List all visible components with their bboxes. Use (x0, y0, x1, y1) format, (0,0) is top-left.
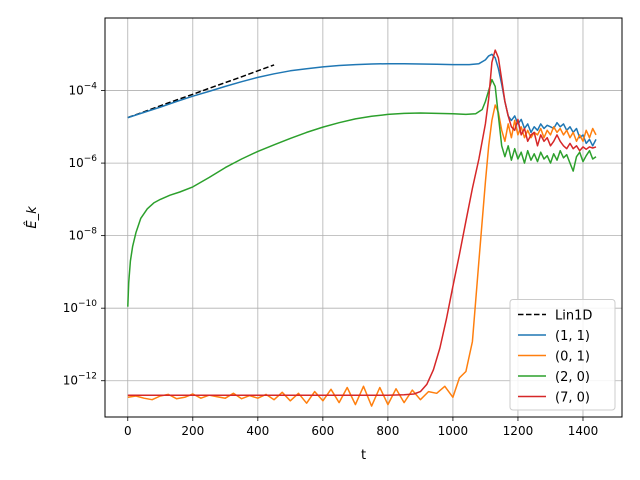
y-tick-label: 10−8 (68, 227, 97, 243)
legend-box (509, 299, 616, 411)
series-line-4 (127, 49, 597, 396)
legend-label: Lin1D (555, 309, 592, 324)
legend-label: (1, 1) (555, 329, 590, 344)
x-tick-label: 600 (311, 424, 334, 438)
legend: Lin1D (1, 1) (0, 1) (2, 0) (7, 0) (509, 299, 616, 411)
x-tick-label: 0 (124, 424, 132, 438)
y-axis-ticks: 10−12 10−10 10−8 10−6 10−4 (63, 82, 105, 388)
x-axis-ticks: 0 200 400 600 800 1000 1200 1400 (124, 417, 598, 438)
x-axis-label: t (361, 448, 366, 463)
y-axis-label: Ê_k (24, 206, 40, 229)
y-tick-label: 10−12 (63, 372, 97, 388)
x-tick-label: 200 (181, 424, 204, 438)
legend-label: (7, 0) (555, 391, 590, 406)
legend-label: (2, 0) (555, 370, 590, 385)
x-tick-label: 800 (376, 424, 399, 438)
x-tick-label: 1200 (503, 424, 534, 438)
y-tick-label: 10−4 (68, 82, 97, 98)
x-tick-label: 400 (246, 424, 269, 438)
y-tick-label: 10−6 (68, 154, 97, 170)
series-layer (127, 49, 597, 407)
plot-frame (104, 17, 623, 418)
x-tick-label: 1000 (438, 424, 469, 438)
series-line-0 (127, 64, 275, 119)
series-line-3 (127, 78, 597, 307)
series-line-2 (127, 104, 597, 407)
y-tick-label: 10−10 (63, 299, 98, 315)
x-tick-label: 1400 (568, 424, 599, 438)
legend-label: (0, 1) (555, 350, 590, 365)
